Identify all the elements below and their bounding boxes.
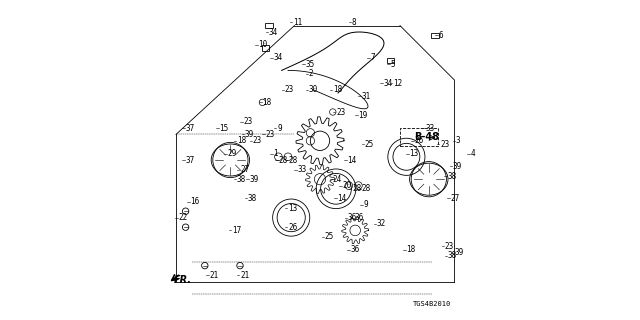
Text: 37: 37 (186, 156, 195, 164)
Text: 33: 33 (426, 124, 435, 132)
Text: 31: 31 (362, 92, 371, 100)
Text: 23: 23 (243, 117, 252, 126)
Text: TGS4B2010: TGS4B2010 (413, 301, 451, 307)
Bar (400, 128, 438, 146)
Text: 34: 34 (269, 28, 278, 36)
Text: 16: 16 (191, 197, 200, 206)
Text: 27: 27 (240, 165, 249, 174)
Text: 11: 11 (293, 18, 302, 27)
Text: 21: 21 (240, 271, 249, 280)
Text: 26: 26 (415, 136, 424, 145)
Text: 28: 28 (288, 156, 297, 164)
Text: 36: 36 (355, 213, 364, 222)
Text: 23: 23 (266, 130, 275, 139)
Text: 2: 2 (309, 69, 314, 78)
Text: 13: 13 (410, 149, 419, 158)
Bar (265, 23, 273, 28)
Text: 23: 23 (253, 136, 262, 145)
Text: 39: 39 (245, 130, 254, 139)
Text: 39: 39 (454, 248, 463, 257)
Text: 38: 38 (237, 175, 246, 184)
Text: 22: 22 (178, 213, 188, 222)
Text: 21: 21 (210, 271, 219, 280)
Text: 1: 1 (274, 149, 278, 158)
Text: 34: 34 (383, 79, 392, 88)
Text: 29: 29 (227, 149, 236, 158)
Text: 18: 18 (262, 98, 271, 107)
Text: 14: 14 (338, 194, 347, 203)
Text: 30: 30 (309, 85, 318, 94)
Text: 26: 26 (288, 223, 297, 232)
Text: 32: 32 (377, 220, 386, 228)
Text: 10: 10 (259, 40, 268, 49)
Text: 39: 39 (453, 162, 462, 171)
Text: 18: 18 (333, 85, 342, 94)
Text: 14: 14 (347, 156, 356, 164)
Text: 25: 25 (325, 232, 334, 241)
Bar (431, 33, 439, 38)
Text: 35: 35 (306, 60, 315, 68)
Text: 27: 27 (451, 194, 460, 203)
Bar (262, 45, 269, 51)
Text: 7: 7 (371, 53, 375, 62)
Text: 12: 12 (393, 79, 402, 88)
Text: FR.: FR. (173, 275, 191, 285)
Text: 25: 25 (365, 140, 374, 148)
Text: 17: 17 (232, 226, 241, 235)
Text: 19: 19 (358, 111, 367, 120)
Text: 36: 36 (351, 245, 360, 254)
Text: 28: 28 (362, 184, 371, 193)
Text: 28: 28 (352, 184, 361, 193)
Text: 23: 23 (445, 242, 454, 251)
Text: 37: 37 (186, 124, 195, 132)
Text: 38: 38 (248, 194, 257, 203)
Text: 20: 20 (342, 181, 351, 190)
Text: 38: 38 (448, 252, 457, 260)
Text: 5: 5 (390, 60, 395, 68)
Text: B-48: B-48 (414, 132, 439, 142)
Text: 18: 18 (406, 245, 415, 254)
Text: 15: 15 (219, 124, 228, 132)
Bar (387, 58, 394, 63)
Text: 23: 23 (285, 85, 294, 94)
Text: 13: 13 (288, 204, 297, 212)
Text: 18: 18 (237, 136, 246, 145)
Text: 28: 28 (278, 156, 287, 164)
Text: 39: 39 (250, 175, 259, 184)
Text: 23: 23 (336, 108, 345, 116)
Text: 24: 24 (333, 175, 342, 184)
Text: 6: 6 (438, 31, 443, 40)
Text: 33: 33 (298, 165, 307, 174)
Text: 8: 8 (352, 18, 356, 27)
Text: 4: 4 (470, 149, 475, 158)
Text: 9: 9 (364, 200, 368, 209)
Text: 3: 3 (456, 136, 461, 145)
Text: 9: 9 (277, 124, 282, 132)
Text: 23: 23 (440, 140, 449, 148)
Text: 36: 36 (348, 213, 357, 222)
Text: 34: 34 (274, 53, 283, 62)
Text: 38: 38 (447, 172, 456, 180)
